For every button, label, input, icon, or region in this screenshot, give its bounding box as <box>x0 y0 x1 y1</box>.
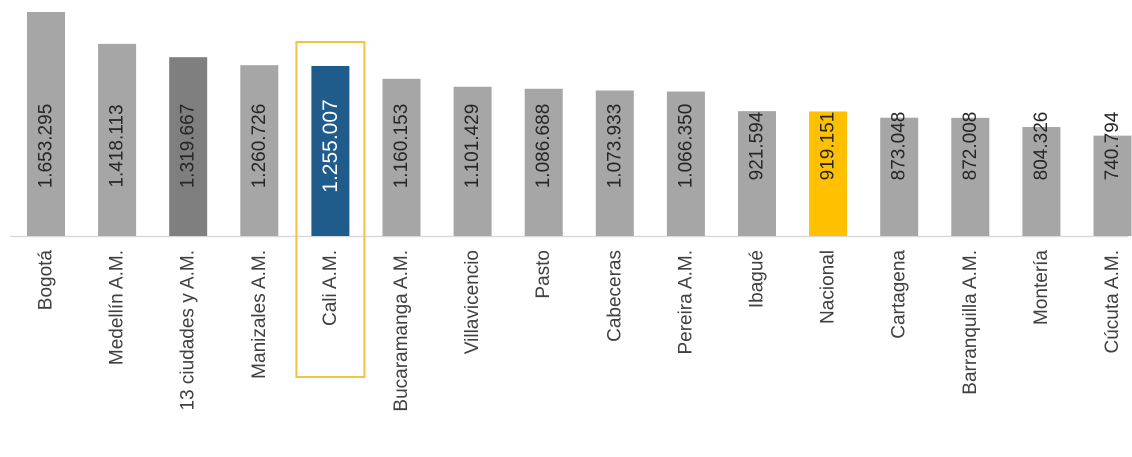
category-label-cali-a-m: Cali A.M. <box>320 250 341 326</box>
bar-villavicencio <box>453 86 492 236</box>
category-label-barranquilla-a-m: Barranquilla A.M. <box>960 250 981 395</box>
value-label-medellin-a-m: 1.418.113 <box>107 104 128 187</box>
value-label-13-ciudades-y-a-m: 1.319.667 <box>178 104 199 189</box>
category-label-medellin-a-m: Medellín A.M. <box>107 250 128 365</box>
category-label-manizales-a-m: Manizales A.M. <box>249 250 270 379</box>
value-label-cali-a-m: 1.255.007 <box>319 99 342 192</box>
category-label-cucuta-a-m: Cúcuta A.M. <box>1102 250 1123 354</box>
category-label-13-ciudades-y-a-m: 13 ciudades y A.M. <box>178 250 199 411</box>
bar-medellin-a-m <box>98 43 137 236</box>
value-label-ibague: 921.594 <box>747 111 768 180</box>
bar-monteria <box>1022 127 1061 236</box>
bar-pereira-a-m <box>666 91 705 236</box>
bar-cabeceras <box>595 90 634 236</box>
category-label-bogota: Bogotá <box>36 250 57 311</box>
bar-cucuta-a-m <box>1093 135 1132 236</box>
bar-nacional <box>809 111 848 236</box>
highlight-box <box>295 41 366 378</box>
category-label-cartagena: Cartagena <box>889 250 910 339</box>
value-label-monteria: 804.326 <box>1031 112 1052 181</box>
bar-ibague <box>738 111 776 236</box>
bar-pasto <box>524 88 563 237</box>
value-label-pasto: 1.086.688 <box>533 104 554 189</box>
value-label-barranquilla-a-m: 872.008 <box>960 112 981 181</box>
bar-cali-a-m <box>311 65 350 236</box>
category-label-pereira-a-m: Pereira A.M. <box>675 250 696 355</box>
value-label-bogota: 1.653.295 <box>36 104 57 189</box>
value-label-bucaramanga-a-m: 1.160.153 <box>391 104 412 189</box>
bar-13-ciudades-y-a-m <box>169 57 208 237</box>
category-label-monteria: Montería <box>1031 250 1052 325</box>
category-label-nacional: Nacional <box>818 250 839 324</box>
value-label-pereira-a-m: 1.066.350 <box>675 104 696 189</box>
value-label-villavicencio: 1.101.429 <box>462 104 483 189</box>
value-label-cartagena: 873.048 <box>889 112 910 181</box>
value-label-nacional: 919.151 <box>818 112 839 181</box>
bar-barranquilla-a-m <box>951 117 990 236</box>
category-label-cabeceras: Cabeceras <box>604 250 625 342</box>
bar-bogota <box>27 12 65 236</box>
value-label-manizales-a-m: 1.260.726 <box>249 104 270 189</box>
bar-bucaramanga-a-m <box>382 78 421 237</box>
value-label-cucuta-a-m: 740.794 <box>1102 111 1123 180</box>
category-label-villavicencio: Villavicencio <box>462 250 483 354</box>
value-label-cabeceras: 1.073.933 <box>604 104 625 189</box>
category-label-pasto: Pasto <box>533 250 554 299</box>
category-label-bucaramanga-a-m: Bucaramanga A.M. <box>391 250 412 412</box>
category-label-ibague: Ibagué <box>747 250 768 308</box>
bar-manizales-a-m <box>240 65 279 236</box>
bar-cartagena <box>880 117 919 236</box>
